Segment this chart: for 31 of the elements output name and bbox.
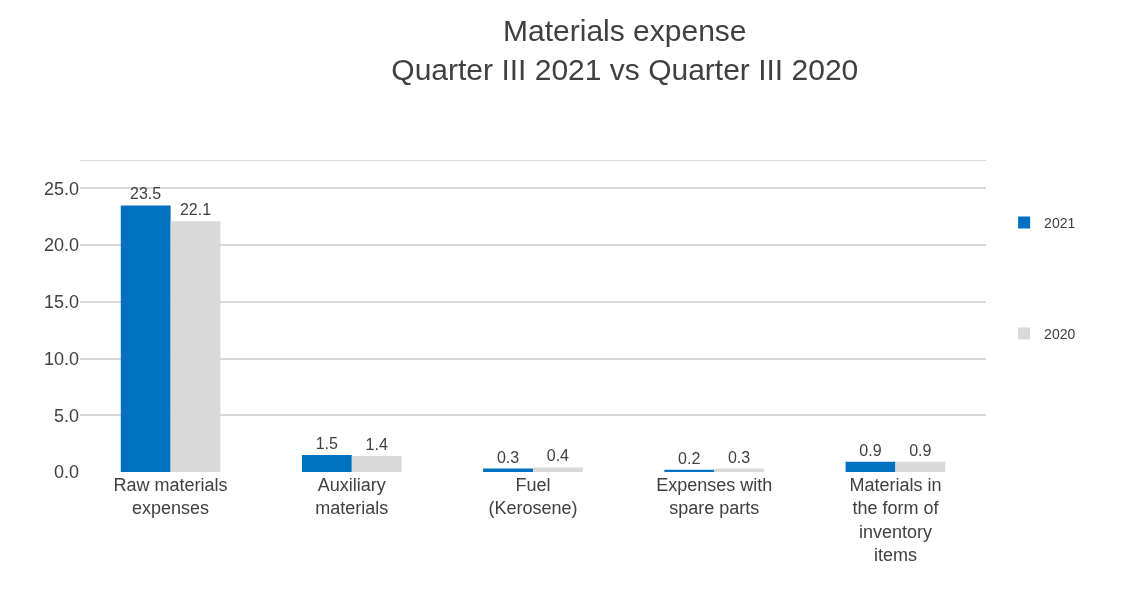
data-label: 0.9 bbox=[859, 441, 882, 459]
chart-title: Materials expense bbox=[503, 14, 747, 48]
y-tick-label: 5.0 bbox=[53, 405, 79, 426]
x-tick-label: Fuel (Kerosene) bbox=[488, 475, 578, 519]
y-tick-label: 0.0 bbox=[53, 462, 79, 483]
data-label: 23.5 bbox=[130, 185, 162, 203]
bar bbox=[895, 461, 946, 472]
x-tick-label: Raw materials expenses bbox=[113, 475, 228, 519]
bar bbox=[533, 467, 583, 472]
data-label: 1.4 bbox=[365, 436, 388, 454]
y-tick-label: 15.0 bbox=[43, 292, 79, 313]
x-tick-label: Auxiliary materials bbox=[315, 475, 389, 519]
y-tick-label: 20.0 bbox=[43, 235, 79, 256]
chart-subtitle: Quarter III 2021 vs Quarter III 2020 bbox=[391, 53, 859, 87]
x-tick-label: Expenses with spare parts bbox=[656, 475, 773, 519]
data-label: 22.1 bbox=[179, 201, 212, 219]
data-label: 0.2 bbox=[678, 449, 701, 467]
data-label: 0.3 bbox=[496, 448, 520, 466]
data-label: 0.4 bbox=[546, 447, 570, 465]
data-label: 0.9 bbox=[909, 441, 932, 459]
y-tick-label: 25.0 bbox=[43, 178, 79, 199]
bar bbox=[120, 205, 171, 472]
data-label: 1.5 bbox=[315, 434, 339, 452]
bar bbox=[301, 454, 352, 472]
x-tick-label: Materials in the form of inventory items bbox=[849, 475, 942, 566]
bar bbox=[351, 456, 402, 472]
legend-label: 2020 bbox=[1044, 326, 1076, 343]
bar bbox=[845, 461, 896, 472]
y-tick-label: 10.0 bbox=[43, 348, 79, 369]
legend-label: 2021 bbox=[1044, 214, 1076, 231]
data-label: 0.3 bbox=[727, 448, 751, 466]
